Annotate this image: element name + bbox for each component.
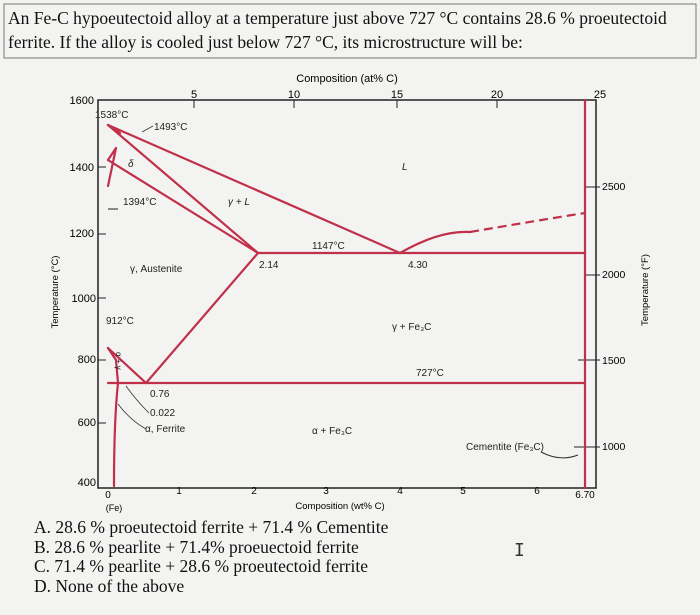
option-d[interactable]: D. None of the above <box>34 575 185 596</box>
liquidus-mid <box>106 123 402 255</box>
c0022-leader <box>125 385 150 414</box>
bottom-tick-670: 6.70 <box>575 490 595 501</box>
label-gamma-fe3c: γ + Fe₃C <box>392 322 431 333</box>
liquidus-right <box>398 230 472 255</box>
bottom-tick-6: 6 <box>534 486 540 497</box>
top-tick-15: 15 <box>391 89 403 101</box>
option-b[interactable]: B. 28.6 % pearlite + 71.4% proeuectoid f… <box>34 536 359 557</box>
label-ferrite: α, Ferrite <box>145 424 186 435</box>
left-tick-600: 600 <box>78 417 96 429</box>
label-gamma-l: γ + L <box>228 197 250 208</box>
phase-boundaries <box>106 98 587 490</box>
left-tick-1000: 1000 <box>72 293 96 305</box>
label-1147: 1147°C <box>312 241 345 252</box>
bottom-tick-5: 5 <box>460 486 466 497</box>
top-tick-5: 5 <box>191 89 197 101</box>
alpha-solvus <box>106 346 120 385</box>
left-tick-400: 400 <box>78 477 96 489</box>
label-1493: 1493°C <box>154 122 187 133</box>
right-tick-2000: 2000 <box>602 269 626 281</box>
liquidus-left <box>106 123 260 255</box>
label-alpha-gamma: α + γ <box>114 352 123 370</box>
right-axis-title: Temperature (°F) <box>640 254 651 326</box>
bottom-axis-title: Composition (wt% C) <box>295 501 384 512</box>
alpha-solubility <box>112 381 120 488</box>
liquidus-dashed <box>469 211 586 234</box>
question-text: An Fe-C hypoeutectoid alloy at a tempera… <box>8 8 667 52</box>
right-tick-2500: 2500 <box>602 181 626 193</box>
c1493-leader <box>141 125 154 133</box>
bottom-tick-1: 1 <box>176 486 182 497</box>
left-tick-1200: 1200 <box>70 228 94 240</box>
top-tick-25: 25 <box>594 89 606 101</box>
label-214: 2.14 <box>259 260 279 271</box>
label-0022: 0.022 <box>150 408 175 419</box>
solidus <box>106 158 260 255</box>
top-ticks: 5 10 15 20 25 <box>191 89 606 101</box>
left-axis-title: Temperature (°C) <box>50 256 61 329</box>
label-430: 4.30 <box>408 260 428 271</box>
left-tick-800: 800 <box>78 354 96 366</box>
label-alpha-fe3c: α + Fe₃C <box>312 426 352 437</box>
answer-options: A. 28.6 % proeutectoid ferrite + 71.4 % … <box>34 517 389 596</box>
bottom-tick-3: 3 <box>323 486 329 497</box>
right-tick-1000: 1000 <box>602 441 626 453</box>
text-cursor-icon: I <box>514 540 525 561</box>
delta-region <box>106 123 122 188</box>
bottom-tick-2: 2 <box>251 486 257 497</box>
top-tick-20: 20 <box>491 89 503 101</box>
right-tick-1500: 1500 <box>602 355 626 367</box>
option-a[interactable]: A. 28.6 % proeutectoid ferrite + 71.4 % … <box>34 517 389 537</box>
label-1538: 1538°C <box>95 110 128 121</box>
label-1394: 1394°C <box>123 197 156 208</box>
acm-line <box>144 251 260 385</box>
ferrite-leader <box>117 403 147 430</box>
label-912: 912°C <box>106 316 134 327</box>
bottom-tick-4: 4 <box>397 486 403 497</box>
label-727: 727°C <box>416 368 444 379</box>
top-tick-10: 10 <box>288 89 300 101</box>
label-cementite: Cementite (Fe₃C) <box>466 442 544 453</box>
top-axis-title: Composition (at% C) <box>296 73 397 85</box>
cementite-leader <box>540 451 579 459</box>
label-liquid: L <box>402 162 408 173</box>
bottom-tick-0: 0 <box>105 490 111 501</box>
left-tick-1600: 1600 <box>70 95 94 107</box>
plot-frame <box>97 99 597 489</box>
left-tick-1400: 1400 <box>70 162 94 174</box>
label-austenite: γ, Austenite <box>130 264 183 275</box>
bottom-sub-fe: (Fe) <box>106 503 123 513</box>
label-delta: δ <box>128 159 134 170</box>
label-076: 0.76 <box>150 389 170 400</box>
option-c[interactable]: C. 71.4 % pearlite + 28.6 % proeutectoid… <box>34 556 368 576</box>
a3-line <box>106 346 148 385</box>
question-box <box>3 3 697 59</box>
